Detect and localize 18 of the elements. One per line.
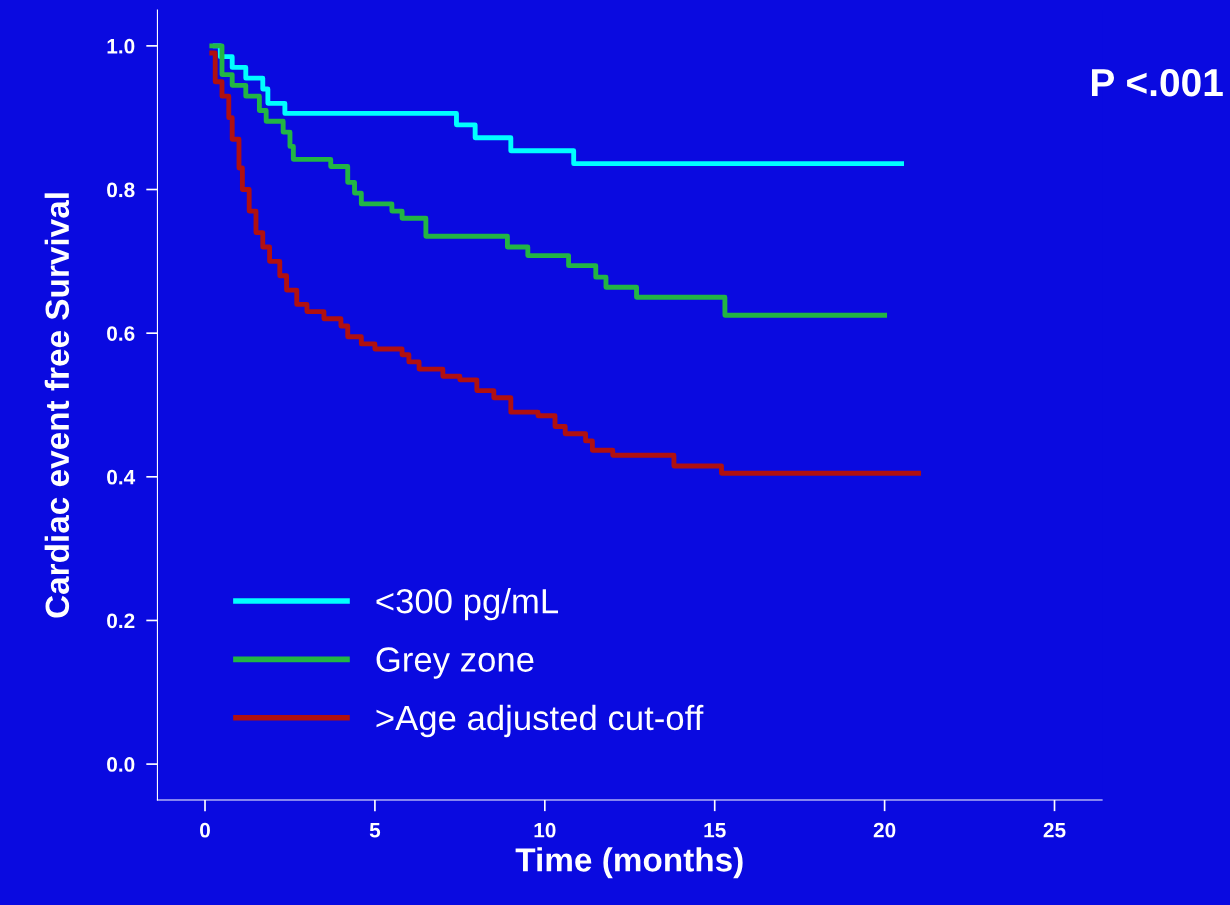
x-tick-label: 25 [1043,822,1066,838]
y-axis-title: Cardiac event free Survival [44,193,70,618]
annotation: P <.001 [1091,68,1223,97]
y-tick-label: 0.0 [107,757,135,772]
legend-label: <300 pg/mL [376,587,559,621]
x-axis-title: Time (months) [515,847,743,879]
y-tick-label: 0.4 [107,469,136,485]
x-tick-label: 10 [534,822,556,838]
x-tick-label: 5 [369,823,381,838]
y-tick-label: 0.2 [107,613,135,629]
x-tick-label: 15 [704,823,726,838]
y-tick-label: 0.8 [107,182,135,198]
x-tick-label: 0 [200,822,210,838]
y-tick-label: 0.6 [107,326,135,341]
x-tick-label: 20 [873,822,896,838]
legend-label: >Age adjusted cut-off [376,704,704,738]
y-tick-label: 1.0 [107,38,135,54]
legend-label: Grey zone [376,647,534,679]
